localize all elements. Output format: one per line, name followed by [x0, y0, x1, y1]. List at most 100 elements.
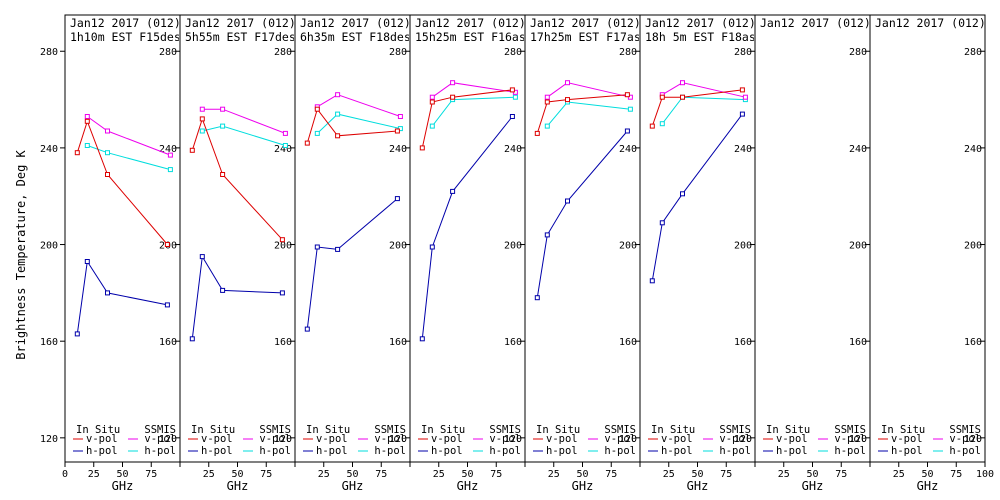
panel-7: Jan12 2017 (012) 120 160 200 240 280 25 50 75 GHz…: [754, 14, 871, 493]
legend-insitu-header: In Situ: [76, 424, 120, 436]
data-point-insitu-hpol: [450, 188, 456, 194]
x-tick-label: 100: [976, 469, 994, 480]
y-tick-label: 160: [734, 337, 752, 348]
data-point-ssmis-hpol: [335, 111, 341, 117]
data-point-insitu-hpol: [74, 331, 80, 337]
panel-title-time: 5h55m EST F17des: [185, 30, 296, 44]
x-tick-label: 50: [921, 469, 933, 480]
series-line-insitu-hpol: [651, 113, 743, 281]
data-point-insitu-vpol: [335, 133, 341, 139]
y-tick-label: 200: [389, 241, 407, 252]
panel-title-time: 17h25m EST F17asc: [530, 30, 648, 44]
x-tick-label: 50: [806, 469, 818, 480]
y-tick-label: 240: [274, 144, 292, 155]
series-line-insitu-hpol: [306, 198, 398, 330]
x-tick-label: 75: [375, 469, 387, 480]
x-axis-label: GHz: [227, 479, 249, 493]
data-point-insitu-vpol: [624, 92, 630, 98]
y-tick-label: 280: [619, 47, 637, 58]
x-tick-label: 25: [663, 469, 675, 480]
x-tick-label: 50: [346, 469, 358, 480]
data-point-insitu-vpol: [565, 97, 570, 103]
data-point-ssmis-vpol: [167, 152, 173, 158]
legend-ssmis-vpol: v-pol: [489, 433, 521, 445]
data-point-insitu-vpol: [429, 99, 435, 105]
data-point-ssmis-vpol: [282, 130, 288, 136]
data-point-insitu-hpol: [680, 191, 685, 197]
panel-frame: [294, 14, 411, 463]
legend-insitu-vpol: v-pol: [776, 433, 808, 445]
panel-frame: [754, 14, 871, 463]
legend-ssmis-hpol: h-pol: [489, 445, 521, 457]
data-point-insitu-vpol: [649, 123, 655, 129]
data-point-insitu-hpol: [199, 254, 205, 260]
data-point-insitu-hpol: [419, 336, 425, 342]
panel-2: Jan12 2017 (012)5h55m EST F17des 120 160 20…: [179, 14, 296, 493]
data-point-insitu-vpol: [304, 140, 310, 146]
data-point-insitu-hpol: [314, 244, 320, 250]
x-tick-label: 25: [318, 469, 330, 480]
x-tick-label: 75: [950, 469, 962, 480]
data-point-insitu-hpol: [544, 232, 550, 238]
data-point-insitu-hpol: [164, 302, 170, 308]
data-point-ssmis-hpol: [167, 167, 173, 173]
data-point-insitu-vpol: [105, 172, 110, 177]
legend-ssmis-vpol: v-pol: [604, 433, 636, 445]
data-point-insitu-hpol: [565, 198, 570, 204]
y-tick-label: 200: [964, 241, 982, 252]
panel-6: Jan12 2017 (012)18h 5m EST F18asc 120 160 2…: [639, 14, 756, 493]
data-point-insitu-vpol: [544, 99, 550, 105]
y-tick-label: 280: [734, 47, 752, 58]
y-tick-label: 200: [504, 241, 522, 252]
legend-ssmis-header: SSMIS: [144, 424, 176, 436]
panel-5: Jan12 2017 (012)17h25m EST F17asc 120 160 2…: [524, 14, 648, 493]
legend-ssmis-vpol: v-pol: [834, 433, 866, 445]
y-tick-label: 160: [504, 337, 522, 348]
x-tick-label: 25: [203, 469, 215, 480]
x-tick-label: 75: [490, 469, 502, 480]
y-tick-label: 200: [619, 241, 637, 252]
data-point-ssmis-vpol: [450, 80, 456, 86]
data-point-insitu-vpol: [534, 130, 540, 136]
x-tick-label: 50: [691, 469, 703, 480]
data-point-ssmis-vpol: [335, 92, 341, 98]
data-point-insitu-vpol: [394, 128, 400, 134]
legend-ssmis-vpol: v-pol: [374, 433, 406, 445]
panel-title-date: Jan12 2017 (012): [645, 16, 756, 30]
series-line-insitu-vpol: [76, 119, 168, 245]
x-axis-label: GHz: [802, 479, 824, 493]
legend-ssmis-header: SSMIS: [374, 424, 406, 436]
series-line-insitu-vpol: [191, 117, 283, 241]
data-point-ssmis-hpol: [84, 143, 90, 148]
legend-ssmis-header: SSMIS: [834, 424, 866, 436]
y-tick-label: 240: [734, 144, 752, 155]
data-point-insitu-hpol: [279, 290, 285, 296]
series-line-ssmis-vpol: [202, 108, 286, 134]
legend-insitu-header: In Situ: [306, 424, 350, 436]
x-axis-label: GHz: [112, 479, 134, 493]
y-tick-label-left: 160: [40, 337, 58, 348]
panel-frame: [179, 14, 296, 463]
legend-insitu-vpol: v-pol: [86, 433, 118, 445]
legend-ssmis-hpol: h-pol: [374, 445, 406, 457]
legend-insitu-hpol: h-pol: [546, 445, 578, 457]
y-tick-label: 160: [159, 337, 177, 348]
data-point-insitu-hpol: [659, 220, 665, 226]
panel-frame: [639, 14, 756, 463]
x-tick-label: 25: [778, 469, 790, 480]
legend-insitu-hpol: h-pol: [86, 445, 118, 457]
series-line-insitu-hpol: [191, 255, 283, 339]
data-point-ssmis-vpol: [199, 106, 205, 112]
series-line-ssmis-vpol: [317, 94, 401, 117]
legend-ssmis-hpol: h-pol: [834, 445, 866, 457]
legend-insitu-header: In Situ: [766, 424, 810, 436]
legend-insitu-vpol: v-pol: [546, 433, 578, 445]
data-point-insitu-vpol: [680, 94, 685, 100]
y-tick-label: 280: [159, 47, 177, 58]
x-tick-label: 50: [461, 469, 473, 480]
y-tick-label: 200: [274, 241, 292, 252]
data-point-insitu-vpol: [739, 87, 745, 93]
x-tick-label: 50: [116, 469, 128, 480]
data-point-ssmis-hpol: [282, 143, 288, 148]
x-axis-label: GHz: [457, 479, 479, 493]
